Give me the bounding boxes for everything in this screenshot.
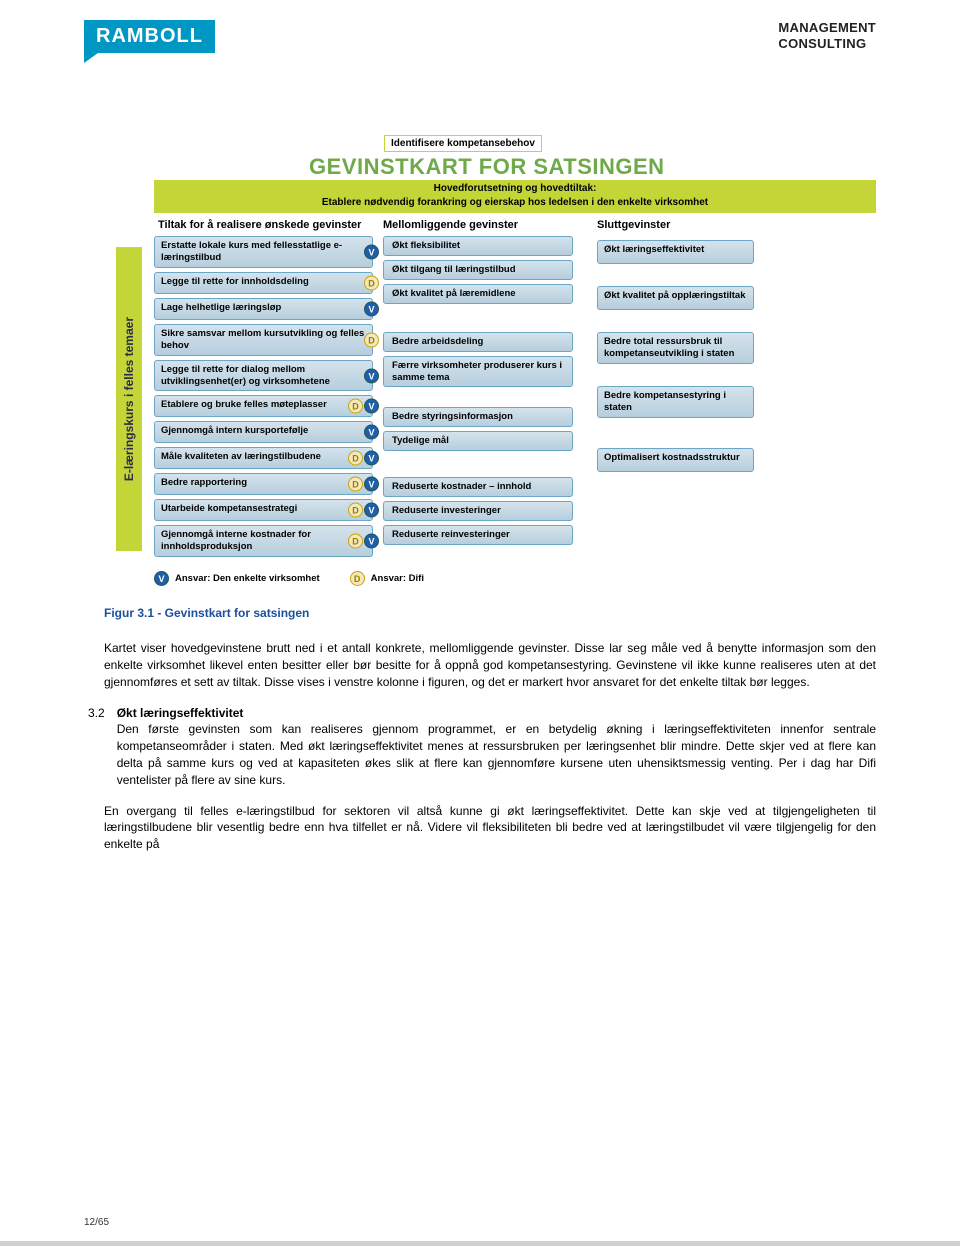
section-paragraph: 3.2 Økt læringseffektivitet Den første g… xyxy=(104,705,876,789)
badge-v-icon: V xyxy=(364,399,379,414)
tiltak-box: Gjennomgå interne kostnader for innholds… xyxy=(154,525,373,557)
figure-caption: Figur 3.1 - Gevinstkart for satsingen xyxy=(104,606,876,620)
slutt-box: Bedre total ressursbruk til kompetanseut… xyxy=(597,332,754,364)
diagram-top-tag: Identifisere kompetansebehov xyxy=(384,135,542,152)
mellom-box: Økt tilgang til læringstilbud xyxy=(383,260,573,280)
tiltak-box: Lage helhetlige læringsløp V xyxy=(154,298,373,320)
paragraph: En overgang til felles e-læringstilbud f… xyxy=(104,803,876,853)
badge-d-icon: D xyxy=(364,332,379,347)
tiltak-box: Gjennomgå intern kursportefølje V xyxy=(154,421,373,443)
header-right: MANAGEMENT CONSULTING xyxy=(778,20,876,53)
badge-v-icon: V xyxy=(364,451,379,466)
badge-v-icon: V xyxy=(154,571,169,586)
mellom-box: Bedre arbeidsdeling xyxy=(383,332,573,352)
badge-v-icon: V xyxy=(364,503,379,518)
logo: RAMBOLL xyxy=(84,20,215,63)
badge-d-icon: D xyxy=(348,477,363,492)
col-head-2: Mellomliggende gevinster xyxy=(379,219,579,232)
badge-d-icon: D xyxy=(348,503,363,518)
tiltak-label: Etablere og bruke felles møteplasser xyxy=(161,399,327,410)
tiltak-box: Måle kvaliteten av læringstilbudene D V xyxy=(154,447,373,469)
tiltak-label: Sikre samsvar mellom kursutvikling og fe… xyxy=(161,328,364,351)
col-head-3: Sluttgevinster xyxy=(579,219,754,232)
mellom-box: Økt fleksibilitet xyxy=(383,236,573,256)
badge-d-icon: D xyxy=(348,451,363,466)
legend-item-v: V Ansvar: Den enkelte virksomhet xyxy=(154,571,320,586)
tiltak-box: Sikre samsvar mellom kursutvikling og fe… xyxy=(154,324,373,356)
badge-d-icon: D xyxy=(350,571,365,586)
header-right-line1: MANAGEMENT xyxy=(778,20,876,36)
body-text: Kartet viser hovedgevinstene brutt ned i… xyxy=(104,640,876,853)
tiltak-box: Legge til rette for innholdsdeling D xyxy=(154,272,373,294)
badge-v-icon: V xyxy=(364,477,379,492)
tiltak-label: Gjennomgå intern kursportefølje xyxy=(161,425,308,436)
tiltak-label: Gjennomgå interne kostnader for innholds… xyxy=(161,529,311,552)
banner-line2: Etablere nødvendig forankring og eierska… xyxy=(162,196,868,210)
page-number: 12/65 xyxy=(84,1217,109,1228)
tiltak-label: Utarbeide kompetansestrategi xyxy=(161,503,297,514)
tiltak-column: Erstatte lokale kurs med fellesstatlige … xyxy=(154,236,379,561)
slutt-box: Optimalisert kostnadsstruktur xyxy=(597,448,754,472)
mellom-box: Færre virksomheter produserer kurs i sam… xyxy=(383,356,573,388)
badge-v-icon: V xyxy=(364,368,379,383)
banner-line1: Hovedforutsetning og hovedtiltak: xyxy=(162,182,868,196)
mellom-box: Reduserte kostnader – innhold xyxy=(383,477,573,497)
badge-d-icon: D xyxy=(348,534,363,549)
diagram-column-headers: Tiltak for å realisere ønskede gevinster… xyxy=(154,213,876,236)
badge-v-icon: V xyxy=(364,301,379,316)
gevinstkart-diagram: Identifisere kompetansebehov GEVINSTKART… xyxy=(104,133,876,586)
header-right-line2: CONSULTING xyxy=(778,36,876,52)
slutt-column: Økt læringseffektivitet Økt kvalitet på … xyxy=(579,236,754,561)
slutt-box: Økt kvalitet på opplæringstiltak xyxy=(597,286,754,310)
tiltak-box: Bedre rapportering D V xyxy=(154,473,373,495)
tiltak-box: Utarbeide kompetansestrategi D V xyxy=(154,499,373,521)
tiltak-label: Legge til rette for dialog mellom utvikl… xyxy=(161,364,330,387)
tiltak-label: Erstatte lokale kurs med fellesstatlige … xyxy=(161,240,342,263)
tiltak-label: Legge til rette for innholdsdeling xyxy=(161,276,309,287)
badge-v-icon: V xyxy=(364,425,379,440)
tiltak-box: Legge til rette for dialog mellom utvikl… xyxy=(154,360,373,392)
diagram-body: E-læringskurs i felles temaer Erstatte l… xyxy=(104,236,876,561)
paragraph: Kartet viser hovedgevinstene brutt ned i… xyxy=(104,640,876,690)
slutt-box: Økt læringseffektivitet xyxy=(597,240,754,264)
footer-divider xyxy=(0,1241,960,1246)
legend-label: Ansvar: Den enkelte virksomhet xyxy=(175,573,320,584)
badge-d-icon: D xyxy=(348,399,363,414)
mellom-box: Bedre styringsinformasjon xyxy=(383,407,573,427)
mellom-box: Reduserte reinvesteringer xyxy=(383,525,573,545)
col-head-1: Tiltak for å realisere ønskede gevinster xyxy=(154,219,379,232)
diagram-side-label: E-læringskurs i felles temaer xyxy=(116,247,142,551)
mellom-column: Økt fleksibilitet Økt tilgang til læring… xyxy=(379,236,579,561)
tiltak-box: Erstatte lokale kurs med fellesstatlige … xyxy=(154,236,373,268)
logo-triangle-icon xyxy=(84,53,98,63)
badge-v-icon: V xyxy=(364,534,379,549)
legend-item-d: D Ansvar: Difi xyxy=(350,571,424,586)
mellom-box: Økt kvalitet på læremidlene xyxy=(383,284,573,304)
page-header: RAMBOLL MANAGEMENT CONSULTING xyxy=(84,20,876,63)
tiltak-label: Bedre rapportering xyxy=(161,477,247,488)
tiltak-label: Lage helhetlige læringsløp xyxy=(161,302,281,313)
badge-d-icon: D xyxy=(364,275,379,290)
diagram-title: GEVINSTKART FOR SATSINGEN xyxy=(309,154,876,180)
section-title: Økt læringseffektivitet xyxy=(117,706,244,720)
paragraph-text: Den første gevinsten som kan realiseres … xyxy=(117,722,876,786)
section-number: 3.2 xyxy=(88,705,105,789)
diagram-banner: Hovedforutsetning og hovedtiltak: Etable… xyxy=(154,180,876,213)
tiltak-label: Måle kvaliteten av læringstilbudene xyxy=(161,451,321,462)
mellom-box: Tydelige mål xyxy=(383,431,573,451)
logo-text: RAMBOLL xyxy=(84,20,215,53)
mellom-box: Reduserte investeringer xyxy=(383,501,573,521)
legend-label: Ansvar: Difi xyxy=(371,573,424,584)
tiltak-box: Etablere og bruke felles møteplasser D V xyxy=(154,395,373,417)
slutt-box: Bedre kompetansestyring i staten xyxy=(597,386,754,418)
diagram-side-label-wrap: E-læringskurs i felles temaer xyxy=(104,236,154,561)
diagram-legend: V Ansvar: Den enkelte virksomhet D Ansva… xyxy=(154,571,876,586)
badge-v-icon: V xyxy=(364,245,379,260)
